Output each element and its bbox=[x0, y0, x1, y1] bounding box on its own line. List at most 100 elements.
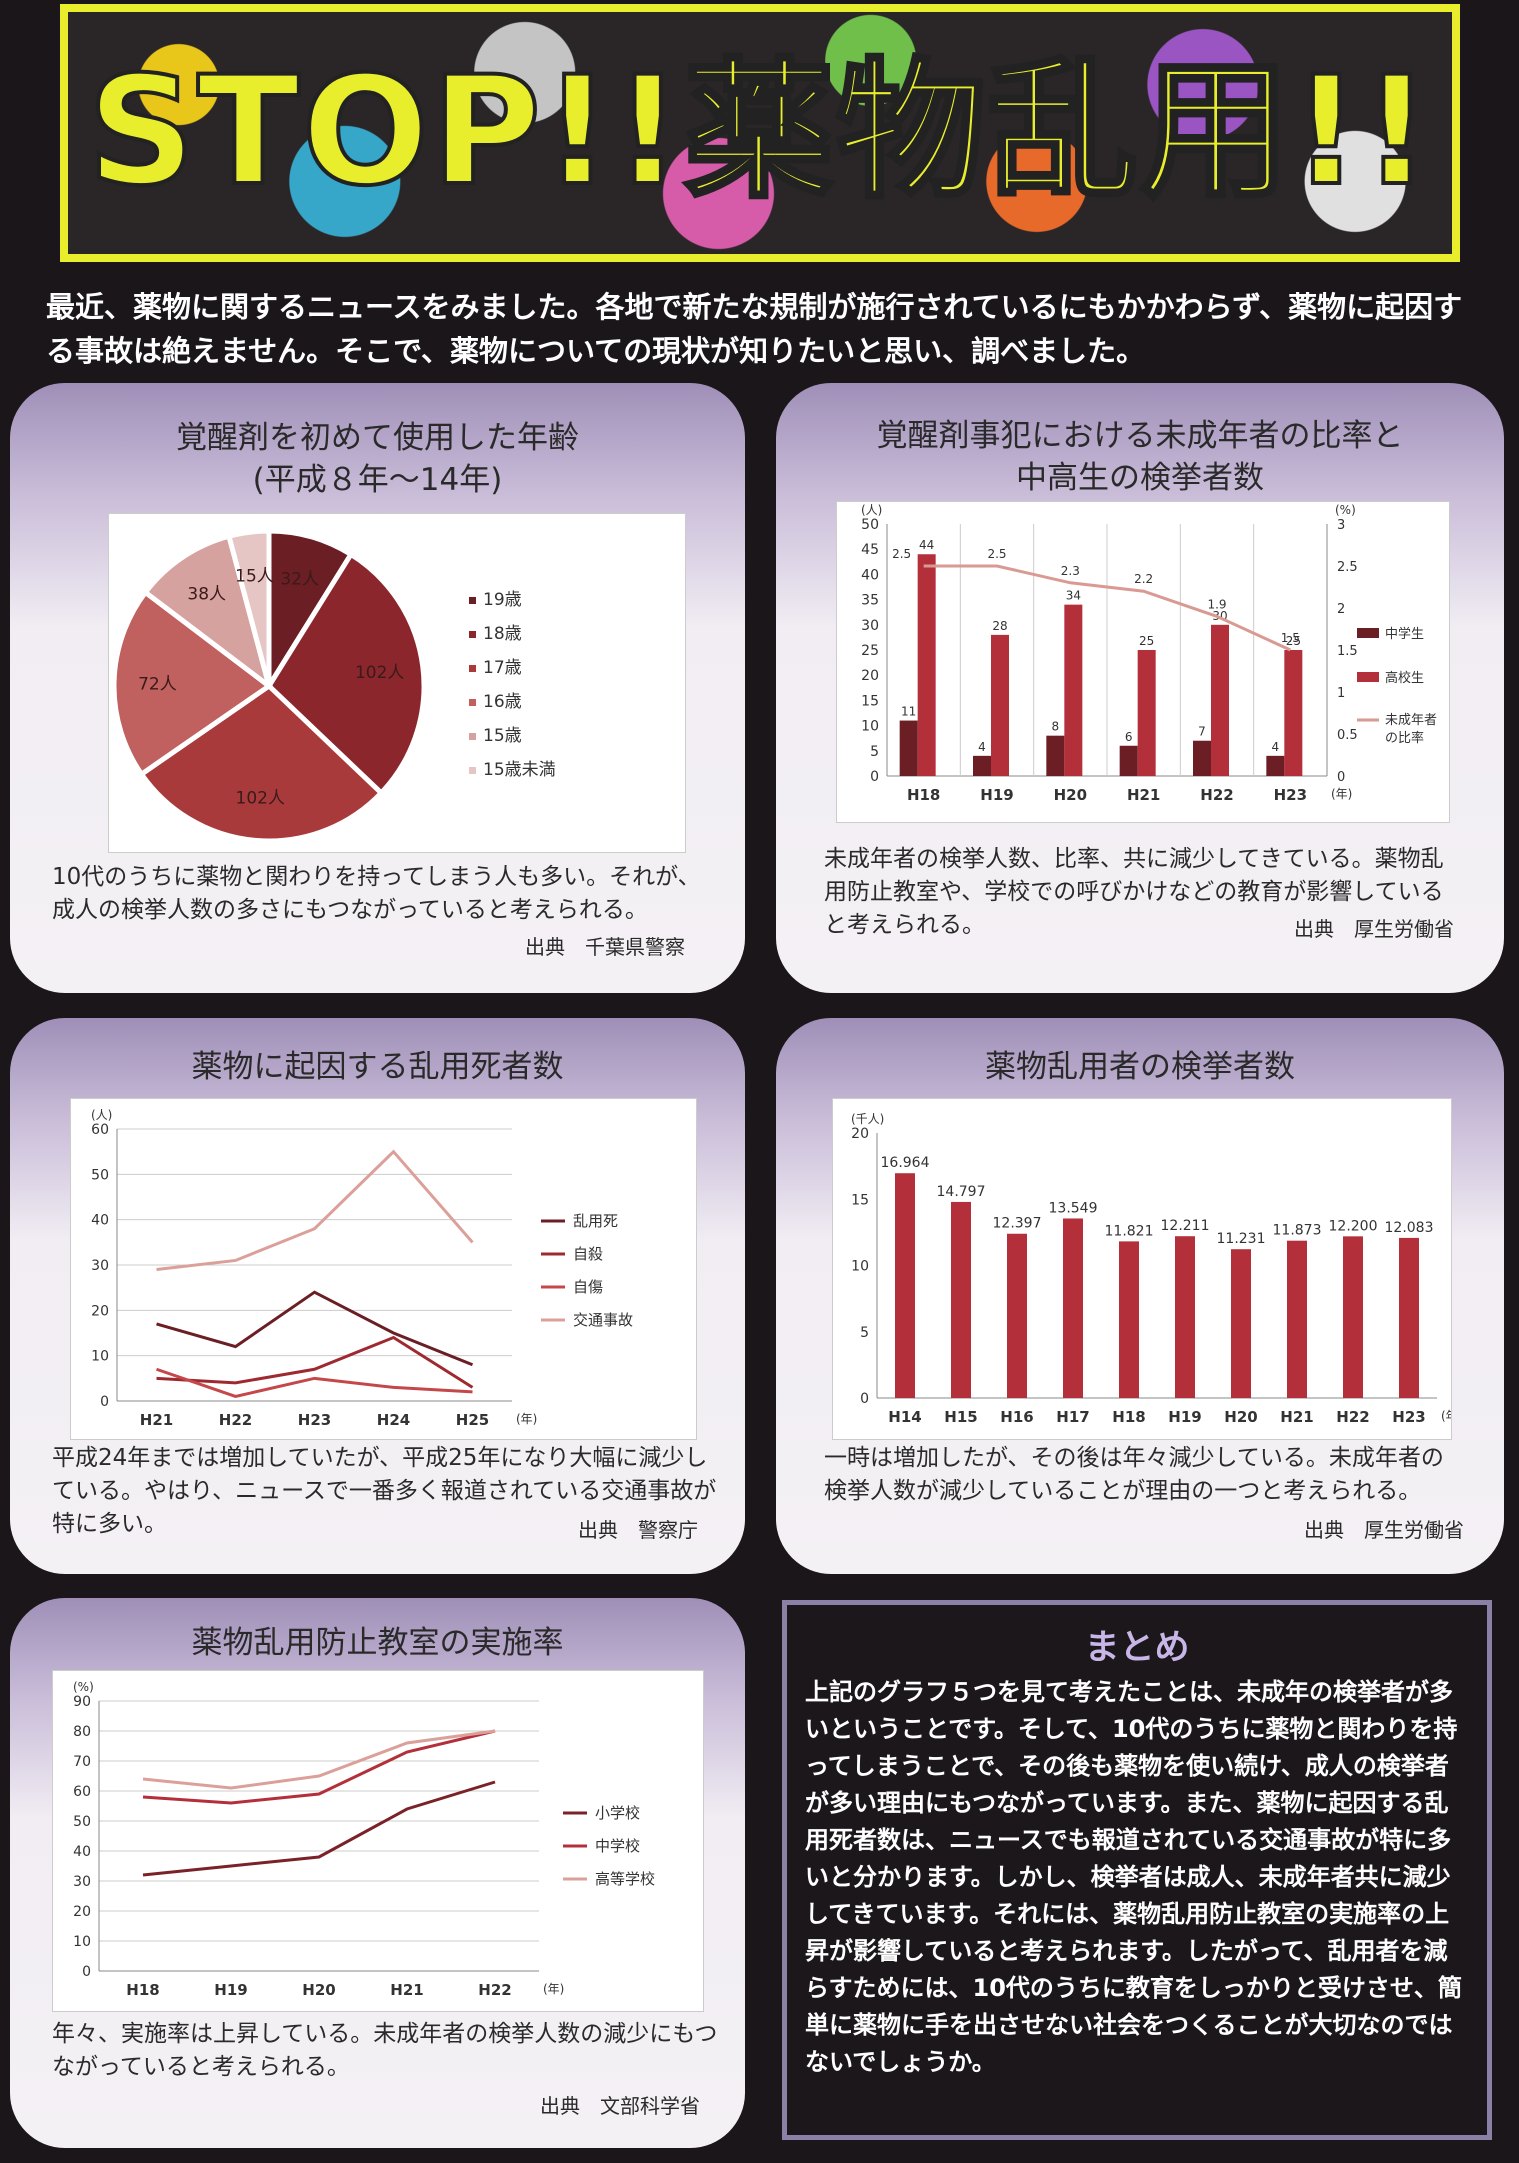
series-line bbox=[156, 1335, 474, 1389]
card-title: 覚醒剤を初めて使用した年齢 bbox=[176, 420, 579, 456]
pie-slice-label: 102人 bbox=[236, 788, 285, 808]
bar bbox=[1175, 1236, 1195, 1398]
x-tick-label: H22 bbox=[1336, 1408, 1369, 1426]
y-tick-label: 10 bbox=[73, 1934, 91, 1950]
legend-entry: 高校生 bbox=[1385, 670, 1424, 686]
y2-axis-unit: (%) bbox=[1335, 503, 1356, 517]
legend-swatch bbox=[469, 767, 476, 774]
y-tick-label: 30 bbox=[91, 1258, 109, 1274]
legend-entry: 交通事故 bbox=[573, 1311, 633, 1329]
pie-slice-label: 102人 bbox=[355, 663, 404, 683]
minor-chart-area: 0 5 10 15 20 25 30 35 40 45 50 (人) H18 H19 H20 H21 H22 H2… bbox=[836, 501, 1450, 823]
card-caption: 10代のうちに薬物と関わりを持ってしまう人も多い。それが、成人の検挙人数の多さに… bbox=[52, 864, 701, 923]
bar-value-label: 6 bbox=[1125, 730, 1133, 744]
bar-value-label: 44 bbox=[919, 538, 934, 552]
bar bbox=[991, 634, 1009, 776]
bar bbox=[951, 1201, 971, 1398]
x-tick-label: H19 bbox=[1168, 1408, 1201, 1426]
banner-title: STOP!!薬物乱用!! bbox=[85, 43, 1433, 221]
bar-value-label: 12.397 bbox=[993, 1216, 1042, 1232]
bar-value-label: 11.873 bbox=[1273, 1223, 1322, 1239]
card-source: 出典 千葉県警察 bbox=[525, 935, 685, 959]
bar bbox=[1063, 1218, 1083, 1398]
bar bbox=[1399, 1237, 1419, 1398]
y-tick-label: 70 bbox=[73, 1754, 91, 1770]
series-line bbox=[142, 1729, 496, 1790]
y-tick-label: 20 bbox=[91, 1303, 109, 1319]
x-tick-label: H16 bbox=[1000, 1408, 1033, 1426]
y-tick-label: 30 bbox=[73, 1874, 91, 1890]
x-tick-label: H20 bbox=[1224, 1408, 1257, 1426]
pie-slice bbox=[265, 550, 427, 797]
legend-entry: 自傷 bbox=[573, 1278, 603, 1296]
y2-tick-label: 0 bbox=[1337, 770, 1345, 785]
bar-value-label: 34 bbox=[1066, 589, 1081, 603]
y2-tick-label: 3 bbox=[1337, 518, 1345, 533]
legend-swatch bbox=[469, 631, 476, 638]
legend-swatch bbox=[469, 699, 476, 706]
y-tick-label: 20 bbox=[73, 1904, 91, 1920]
intro-text: 最近、薬物に関するニュースをみました。各地で新たな規制が施行されているにもかかわ… bbox=[46, 290, 1463, 368]
legend-entry: 18歳 bbox=[483, 624, 522, 644]
bar-value-label: 11 bbox=[901, 705, 916, 719]
card-source: 出典 厚生労働省 bbox=[1304, 1518, 1464, 1542]
bar bbox=[1007, 1233, 1027, 1398]
y-tick-label: 5 bbox=[860, 1325, 869, 1341]
card-abuse-deaths: 薬物に起因する乱用死者数 0 10 20 30 40 50 60 (人) H21 H22 H23 H2… bbox=[10, 1018, 745, 1574]
y-tick-label: 60 bbox=[73, 1784, 91, 1800]
pie-slice-label: 38人 bbox=[187, 584, 226, 604]
pie-slice-label: 32人 bbox=[280, 570, 319, 590]
card-caption: 平成24年までは増加していたが、平成25年になり大幅に減少している。やはり、ニュ… bbox=[52, 1445, 717, 1537]
bar-value-label: 4 bbox=[1272, 740, 1280, 754]
y-tick-label: 60 bbox=[91, 1122, 109, 1138]
series-line bbox=[142, 1780, 496, 1877]
card-caption: 一時は増加したが、その後は年々減少している。未成年者の検挙人数が減少していること… bbox=[824, 1445, 1444, 1504]
card-minor-ratio: 覚醒剤事犯における未成年者の比率と 中高生の検挙者数 0 5 10 15 20 25 30 3… bbox=[776, 383, 1504, 993]
bar-value-label: 11.231 bbox=[1217, 1231, 1266, 1247]
legend-swatch bbox=[1357, 628, 1379, 638]
y-tick-label: 40 bbox=[73, 1844, 91, 1860]
bar bbox=[1287, 1240, 1307, 1398]
bar bbox=[1137, 650, 1156, 776]
card-title: 薬物乱用防止教室の実施率 bbox=[191, 1625, 564, 1661]
x-tick-label: H23 bbox=[298, 1411, 331, 1429]
bar-value-label: 14.797 bbox=[937, 1184, 986, 1200]
y-axis-unit: (%) bbox=[73, 1680, 94, 1694]
x-tick-label: H18 bbox=[126, 1981, 159, 1999]
x-tick-label: H20 bbox=[1054, 786, 1087, 804]
bar-value-label: 7 bbox=[1198, 725, 1206, 739]
y-tick-label: 15 bbox=[851, 1192, 869, 1208]
y-tick-label: 10 bbox=[861, 719, 879, 735]
legend-swatch bbox=[1357, 672, 1379, 682]
series-line bbox=[156, 1290, 474, 1367]
card-caption: 年々、実施率は上昇している。未成年者の検挙人数の減少にもつながっていると考えられ… bbox=[52, 2021, 718, 2080]
x-tick-label: H19 bbox=[214, 1981, 247, 1999]
line-value-label: 2.3 bbox=[1061, 564, 1080, 578]
bar-value-label: 8 bbox=[1052, 720, 1060, 734]
y-tick-label: 25 bbox=[861, 643, 879, 659]
card-title: 覚醒剤事犯における未成年者の比率と bbox=[876, 418, 1404, 454]
x-tick-label: H24 bbox=[377, 1411, 410, 1429]
legend-entry: 自殺 bbox=[573, 1245, 603, 1263]
line-value-label: 1.5 bbox=[1281, 631, 1300, 645]
y-tick-label: 45 bbox=[861, 542, 879, 558]
legend-entry: 19歳 bbox=[483, 590, 522, 610]
bar-value-label: 12.083 bbox=[1385, 1220, 1434, 1236]
x-tick-label: H21 bbox=[1127, 786, 1160, 804]
bar-value-label: 28 bbox=[992, 619, 1007, 633]
pie-slice-label: 72人 bbox=[138, 675, 177, 695]
bar-value-label: 12.200 bbox=[1329, 1218, 1378, 1234]
y-tick-label: 35 bbox=[861, 593, 879, 609]
legend-entry: 17歳 bbox=[483, 658, 522, 678]
y-tick-label: 30 bbox=[861, 618, 879, 634]
bar bbox=[895, 1173, 915, 1398]
x-tick-label: H18 bbox=[907, 786, 940, 804]
pie-chart-area: 32人 19歳 102人 18歳 102人 17歳 72人 16歳 38人 15歳 15人 15歳未満 bbox=[108, 513, 686, 853]
bar bbox=[899, 720, 918, 776]
y-tick-label: 50 bbox=[861, 517, 879, 533]
y-axis-unit: (人) bbox=[861, 503, 882, 517]
legend-entry: 小学校 bbox=[595, 1804, 640, 1822]
bar-value-label: 11.821 bbox=[1105, 1223, 1154, 1239]
line-value-label: 2.2 bbox=[1134, 572, 1153, 586]
x-tick-label: H23 bbox=[1392, 1408, 1425, 1426]
